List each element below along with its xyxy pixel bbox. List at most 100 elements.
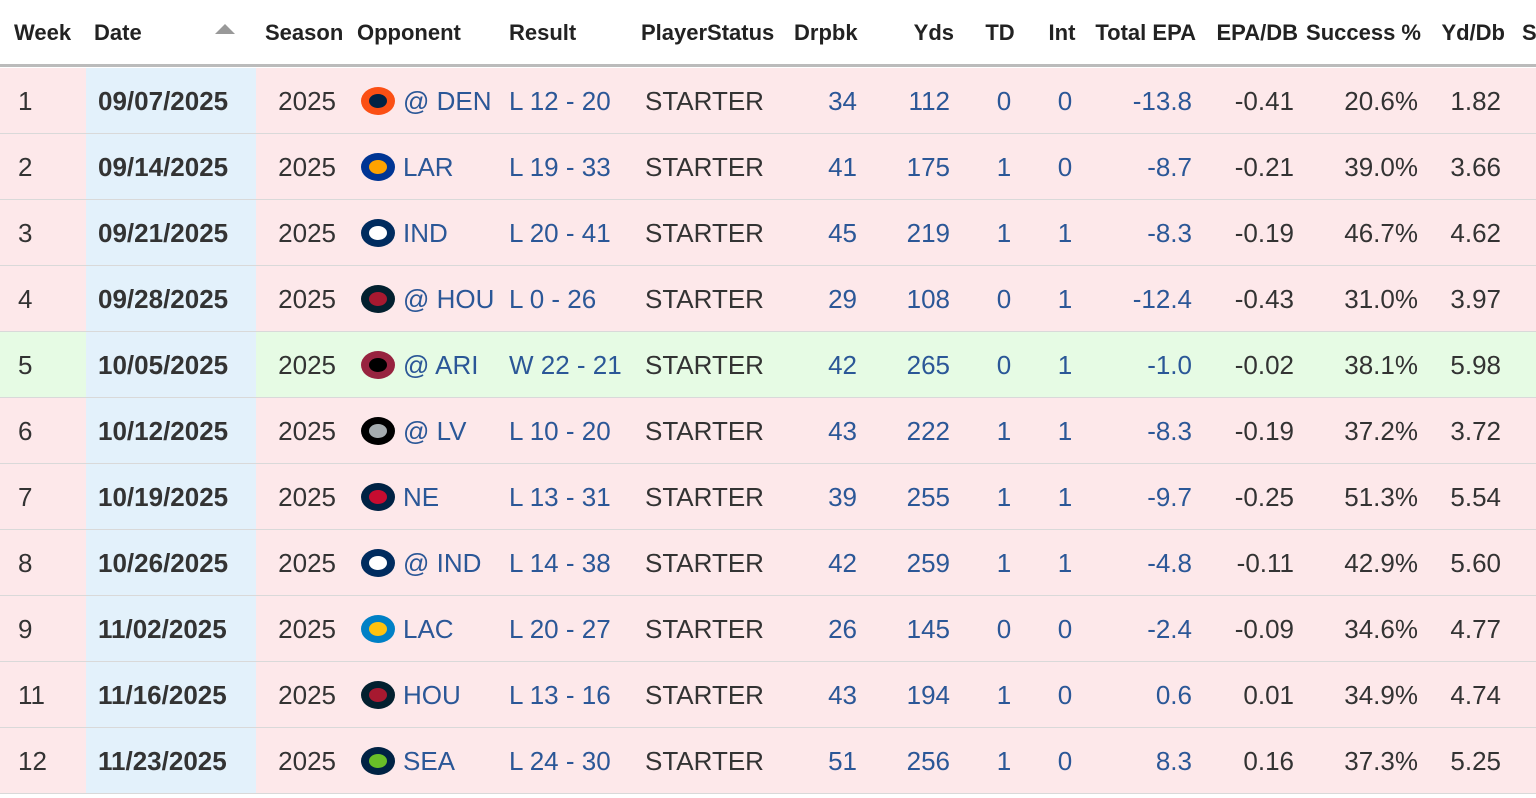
date-header[interactable]: Date (94, 20, 142, 45)
yards-header[interactable]: Yds (913, 20, 954, 45)
opponent-cell[interactable]: LAR (403, 152, 454, 182)
touchdowns-cell: 1 (996, 680, 1012, 710)
yards-cell: 175 (906, 152, 950, 182)
result-header[interactable]: Result (509, 20, 577, 45)
success-rate-cell: 37.3% (1344, 746, 1418, 776)
epa-per-db-cell: -0.25 (1234, 482, 1294, 512)
opponent-cell[interactable]: SEA (403, 746, 456, 776)
total-epa-cell: -4.8 (1147, 548, 1192, 578)
opponent-cell[interactable]: LAC (403, 614, 454, 644)
interceptions-header[interactable]: Int (1048, 20, 1076, 45)
team-logo (361, 615, 395, 643)
week-cell: 11 (18, 680, 45, 710)
week-cell: 3 (18, 218, 33, 248)
week-cell: 9 (18, 614, 33, 644)
team-logo (361, 549, 395, 577)
total-epa-header[interactable]: Total EPA (1095, 20, 1196, 45)
result-cell[interactable]: L 14 - 38 (509, 548, 611, 578)
epa-per-db-header[interactable]: EPA/DB (1216, 20, 1299, 45)
player-status-cell: STARTER (645, 746, 764, 776)
opponent-cell[interactable]: @ ARI (403, 350, 479, 380)
yards-cell: 265 (906, 350, 950, 380)
result-cell[interactable]: L 10 - 20 (509, 416, 611, 446)
dropbacks-cell: 41 (828, 152, 857, 182)
game-row (0, 728, 1536, 794)
epa-per-db-cell: 0.01 (1243, 680, 1294, 710)
opponent-cell[interactable]: NE (403, 482, 440, 512)
team-logo (361, 483, 395, 511)
success-rate-cell: 34.6% (1344, 614, 1418, 644)
player-status-cell: STARTER (645, 218, 764, 248)
interceptions-cell: 1 (1057, 284, 1073, 314)
result-cell[interactable]: L 20 - 27 (509, 614, 611, 644)
game-row (0, 662, 1536, 728)
date-cell: 09/14/2025 (98, 152, 229, 182)
week-header[interactable]: Week (14, 20, 72, 45)
game-row (0, 398, 1536, 464)
opponent-header[interactable]: Opponent (357, 20, 461, 45)
date-cell-bg (86, 728, 256, 793)
result-cell[interactable]: W 22 - 21 (509, 350, 622, 380)
yards-per-db-cell: 5.98 (1450, 350, 1501, 380)
date-cell-bg (86, 266, 256, 331)
date-cell-bg (86, 464, 256, 529)
dropbacks-cell: 45 (828, 218, 857, 248)
dropbacks-cell: 42 (828, 548, 857, 578)
interceptions-cell: 1 (1057, 350, 1073, 380)
dropbacks-cell: 34 (828, 86, 857, 116)
yards-cell: 219 (906, 218, 950, 248)
yards-per-db-cell: 4.77 (1450, 614, 1501, 644)
result-cell[interactable]: L 20 - 41 (509, 218, 611, 248)
season-cell: 2025 (278, 218, 336, 248)
interceptions-cell: 1 (1057, 482, 1073, 512)
total-epa-cell: -8.3 (1147, 218, 1192, 248)
success-rate-header[interactable]: Success % (1306, 20, 1421, 45)
date-cell-bg (86, 200, 256, 265)
player-status-header[interactable]: PlayerStatus (641, 20, 775, 45)
dropbacks-cell: 43 (828, 416, 857, 446)
opponent-cell[interactable]: @ DEN (403, 86, 492, 116)
date-cell: 10/26/2025 (98, 548, 229, 578)
yards-per-db-cell: 5.54 (1450, 482, 1501, 512)
touchdowns-cell: 1 (996, 152, 1012, 182)
season-cell: 2025 (278, 746, 336, 776)
player-status-cell: STARTER (645, 680, 764, 710)
total-epa-cell: 0.6 (1155, 680, 1192, 710)
cut-column-header[interactable]: S (1522, 20, 1536, 45)
opponent-cell[interactable]: @ LV (403, 416, 467, 446)
result-cell[interactable]: L 19 - 33 (509, 152, 611, 182)
opponent-cell[interactable]: @ HOU (403, 284, 495, 314)
result-cell[interactable]: L 13 - 31 (509, 482, 611, 512)
total-epa-cell: -1.0 (1147, 350, 1192, 380)
interceptions-cell: 0 (1057, 746, 1073, 776)
week-cell: 6 (18, 416, 33, 446)
sort-arrow[interactable] (215, 24, 235, 36)
season-cell: 2025 (278, 416, 336, 446)
result-cell[interactable]: L 0 - 26 (509, 284, 597, 314)
yards-cell: 256 (906, 746, 950, 776)
season-header[interactable]: Season (265, 20, 344, 45)
yards-cell: 259 (906, 548, 950, 578)
player-status-cell: STARTER (645, 548, 764, 578)
dropbacks-header[interactable]: Drpbk (794, 20, 858, 45)
game-row (0, 200, 1536, 266)
success-rate-cell: 31.0% (1344, 284, 1418, 314)
yards-cell: 222 (906, 416, 950, 446)
result-cell[interactable]: L 13 - 16 (509, 680, 611, 710)
yards-per-db-header[interactable]: Yd/Db (1441, 20, 1505, 45)
result-cell[interactable]: L 24 - 30 (509, 746, 611, 776)
epa-per-db-cell: -0.43 (1234, 284, 1294, 314)
touchdowns-header[interactable]: TD (985, 20, 1015, 45)
player-status-cell: STARTER (645, 284, 764, 314)
date-cell-bg (86, 134, 256, 199)
total-epa-cell: -12.4 (1132, 284, 1192, 314)
opponent-cell[interactable]: @ IND (403, 548, 482, 578)
date-cell-bg (86, 530, 256, 595)
yards-per-db-cell: 3.97 (1450, 284, 1501, 314)
opponent-cell[interactable]: IND (403, 218, 448, 248)
season-cell: 2025 (278, 152, 336, 182)
result-cell[interactable]: L 12 - 20 (509, 86, 611, 116)
team-logo (361, 681, 395, 709)
opponent-cell[interactable]: HOU (403, 680, 461, 710)
epa-per-db-cell: -0.41 (1234, 86, 1294, 116)
